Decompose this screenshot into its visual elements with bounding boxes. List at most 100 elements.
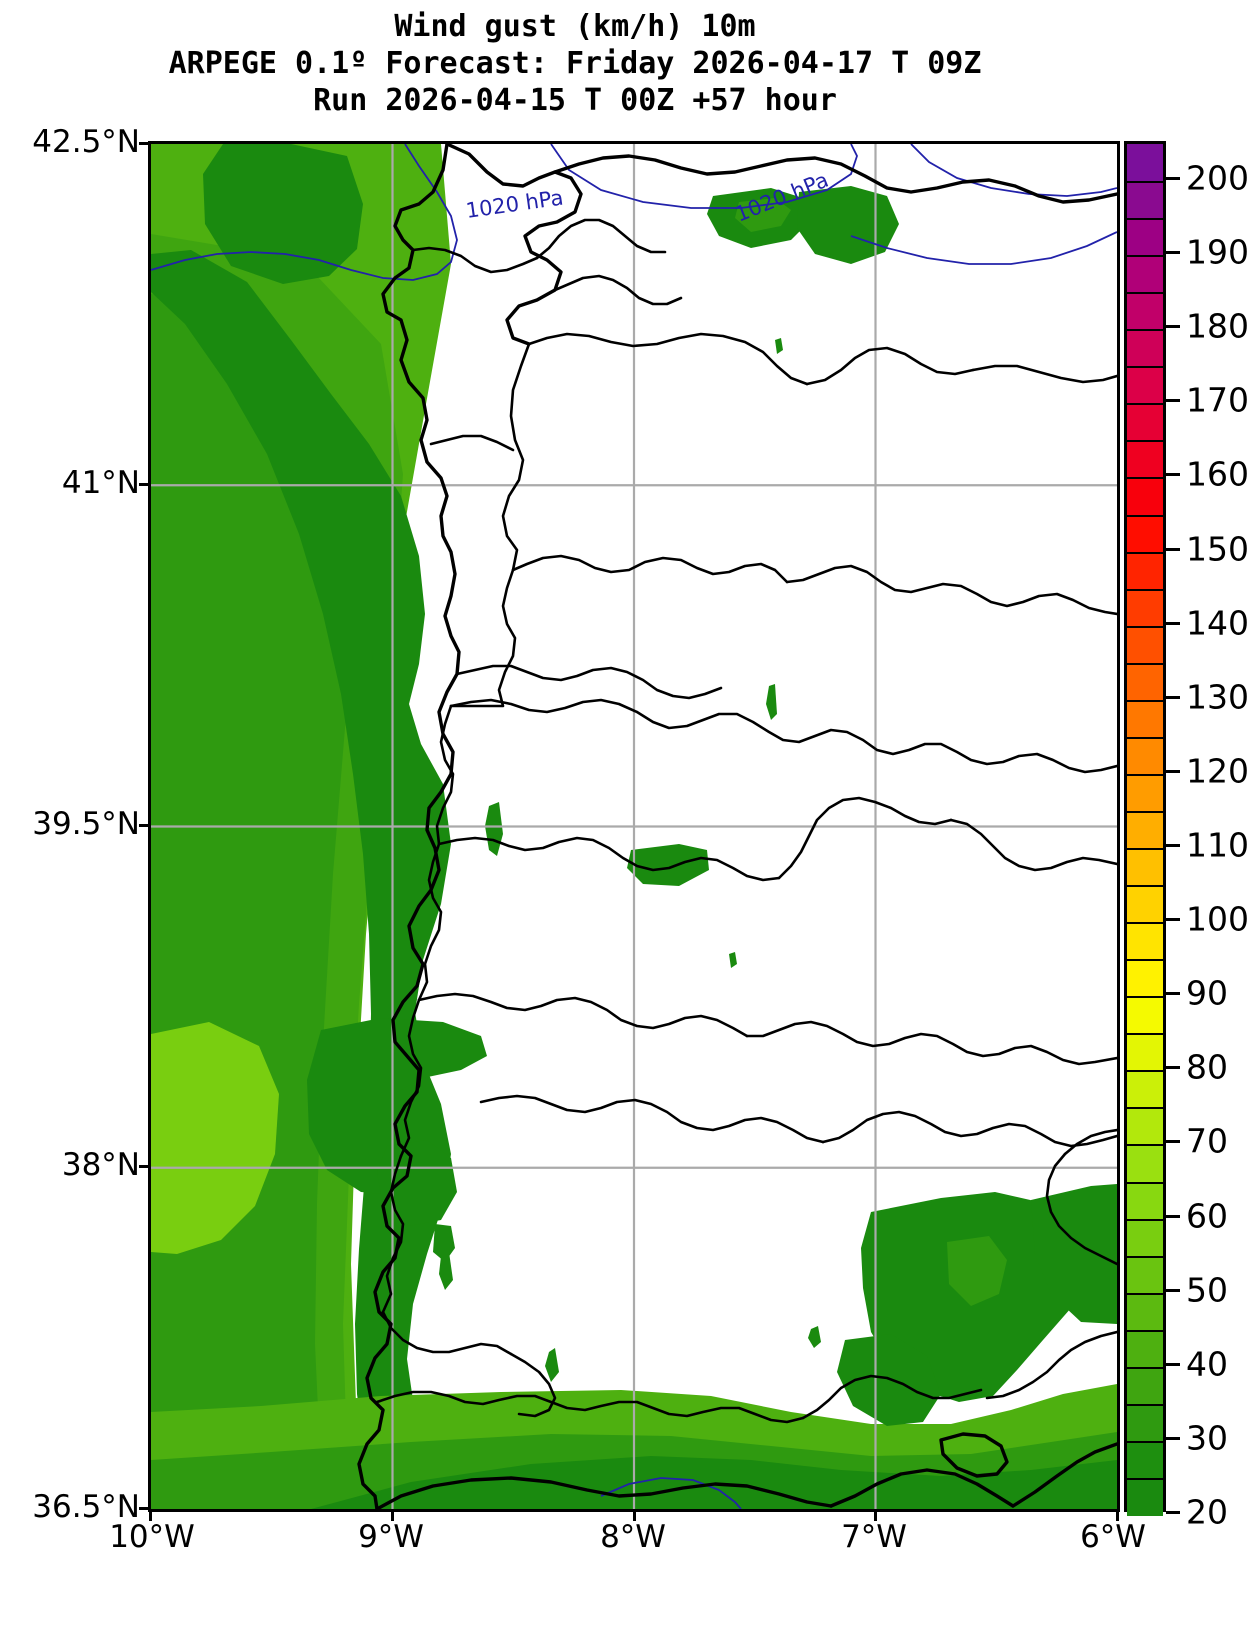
- colorbar-level-line: [1127, 1218, 1163, 1221]
- colorbar-segment: [1127, 514, 1163, 553]
- colorbar-segment: [1127, 922, 1163, 960]
- colorbar-tick-label: 20: [1186, 1492, 1228, 1532]
- border-minho: [411, 246, 539, 274]
- admin-borders-layer: [375, 218, 1117, 1424]
- coast-algarve: [375, 1476, 833, 1509]
- colorbar-segment: [1127, 181, 1163, 219]
- colorbar-level-line: [1127, 329, 1163, 332]
- xtick-label: 8°W: [600, 1519, 666, 1555]
- colorbar-level-line: [1127, 662, 1163, 665]
- colorbar-level-line: [1127, 1144, 1163, 1147]
- colorbar-segment: [1127, 1218, 1163, 1257]
- colorbar-segment: [1127, 1033, 1163, 1071]
- gust-cell-setubal: [377, 1140, 457, 1226]
- border-extremadura-e: [777, 796, 953, 880]
- gust-cell-inland-1: [766, 684, 777, 720]
- colorbar-tick: [1166, 325, 1180, 329]
- border-port-coast-inner: [509, 1352, 557, 1418]
- colorbar-level-line: [1127, 1033, 1163, 1036]
- gust-cell-inland-7: [775, 338, 783, 354]
- colorbar-level-line: [1127, 1403, 1163, 1406]
- colorbar-segment: [1127, 773, 1163, 812]
- border-cl-portugal: [511, 554, 789, 584]
- gust-cell-inland-6: [808, 1326, 821, 1348]
- isobar-1020-north: [550, 144, 858, 209]
- map-plot-area[interactable]: 1020 hPa 1020 hPa: [148, 141, 1120, 1512]
- title-line-2: ARPEGE 0.1º Forecast: Friday 2026-04-17 …: [168, 46, 982, 81]
- border-nw-port: [429, 434, 515, 452]
- colorbar-tick-label: 180: [1186, 306, 1249, 346]
- colorbar-segment: [1127, 1255, 1163, 1294]
- colorbar-level-line: [1127, 959, 1163, 962]
- colorbar-segment: [1127, 810, 1163, 849]
- colorbar-tick-label: 40: [1186, 1344, 1228, 1384]
- colorbar-tick-label: 90: [1186, 973, 1228, 1013]
- colorbar-level-line: [1127, 1070, 1163, 1073]
- gust-cell-lisbon: [307, 1018, 487, 1196]
- map-gridlines: [151, 144, 1117, 1509]
- border-galicia-inner2: [553, 274, 683, 306]
- ytick-label: 41°N: [61, 465, 140, 501]
- colorbar-segment: [1127, 1181, 1163, 1220]
- colorbar-segment: [1127, 366, 1163, 404]
- colorbar-tick: [1166, 1066, 1180, 1070]
- xtick-label: 10°W: [109, 1519, 195, 1555]
- colorbar-tick-label: 160: [1186, 454, 1249, 494]
- border-huelva: [801, 1374, 983, 1420]
- colorbar-segment: [1127, 329, 1163, 367]
- xtick-mark: [149, 1509, 152, 1521]
- colorbar-tick-label: 140: [1186, 603, 1249, 643]
- colorbar-tick: [1166, 473, 1180, 477]
- border-and-n: [949, 818, 1117, 872]
- colorbar-segment: [1127, 625, 1163, 664]
- colorbar-tick-label: 100: [1186, 899, 1249, 939]
- colorbar-segment: [1127, 218, 1163, 256]
- coast-cadiz-bay: [939, 1432, 1009, 1478]
- coast-cantabrian: [553, 154, 1117, 204]
- border-and-s: [985, 1330, 1117, 1400]
- gust-cell-nw: [203, 144, 363, 284]
- colorbar-tick-label: 170: [1186, 380, 1249, 420]
- isobar-cadiz: [600, 1477, 742, 1509]
- colorbar-tick: [1166, 844, 1180, 848]
- border-cl-nw: [501, 342, 531, 572]
- gust-light-patch-offshore: [151, 1022, 279, 1254]
- colorbar-segment: [1127, 1403, 1163, 1442]
- colorbar-segment: [1127, 1292, 1163, 1331]
- xtick-mark: [874, 1509, 877, 1521]
- border-and-nw: [745, 1020, 1117, 1066]
- colorbar[interactable]: [1124, 141, 1166, 1516]
- ytick-label: 39.5°N: [32, 806, 140, 842]
- colorbar-level-line: [1127, 477, 1163, 480]
- ytick-mark: [139, 483, 151, 486]
- border-portugal-e-4: [399, 998, 423, 1158]
- colorbar-level-line: [1127, 403, 1163, 406]
- colorbar-level-line: [1127, 1292, 1163, 1295]
- colorbar-level-line: [1127, 514, 1163, 517]
- isobar-1020-west: [151, 144, 458, 281]
- gust-cell-inland-4: [439, 1252, 453, 1290]
- ytick-mark: [139, 1165, 151, 1168]
- gust-cell-gibraltar-light: [947, 1236, 1007, 1306]
- colorbar-level-line: [1127, 1329, 1163, 1332]
- title-line-3: Run 2026-04-15 T 00Z +57 hour: [313, 83, 837, 118]
- colorbar-level-line: [1127, 736, 1163, 739]
- colorbar-segment: [1127, 1366, 1163, 1405]
- colorbar-segment: [1127, 1329, 1163, 1368]
- colorbar-tick-label: 80: [1186, 1047, 1228, 1087]
- xtick-label: 6°W: [1080, 1519, 1146, 1555]
- gust-cell-inland-5: [545, 1348, 559, 1382]
- isobar-label-west: 1020 hPa: [464, 186, 564, 223]
- colorbar-tick: [1166, 992, 1180, 996]
- border-and-se: [821, 1110, 1117, 1148]
- colorbar-segment: [1127, 403, 1163, 442]
- colorbar-level-line: [1127, 366, 1163, 369]
- coast-galicia: [445, 144, 583, 346]
- colorbar-tick: [1166, 177, 1180, 181]
- border-cl-central: [785, 564, 1117, 616]
- border-galicia-inner1: [535, 218, 667, 260]
- coast-portugal-west: [357, 144, 461, 1509]
- ytick-mark: [139, 824, 151, 827]
- border-extremadura-n: [437, 836, 781, 882]
- xtick-mark: [1116, 1509, 1119, 1521]
